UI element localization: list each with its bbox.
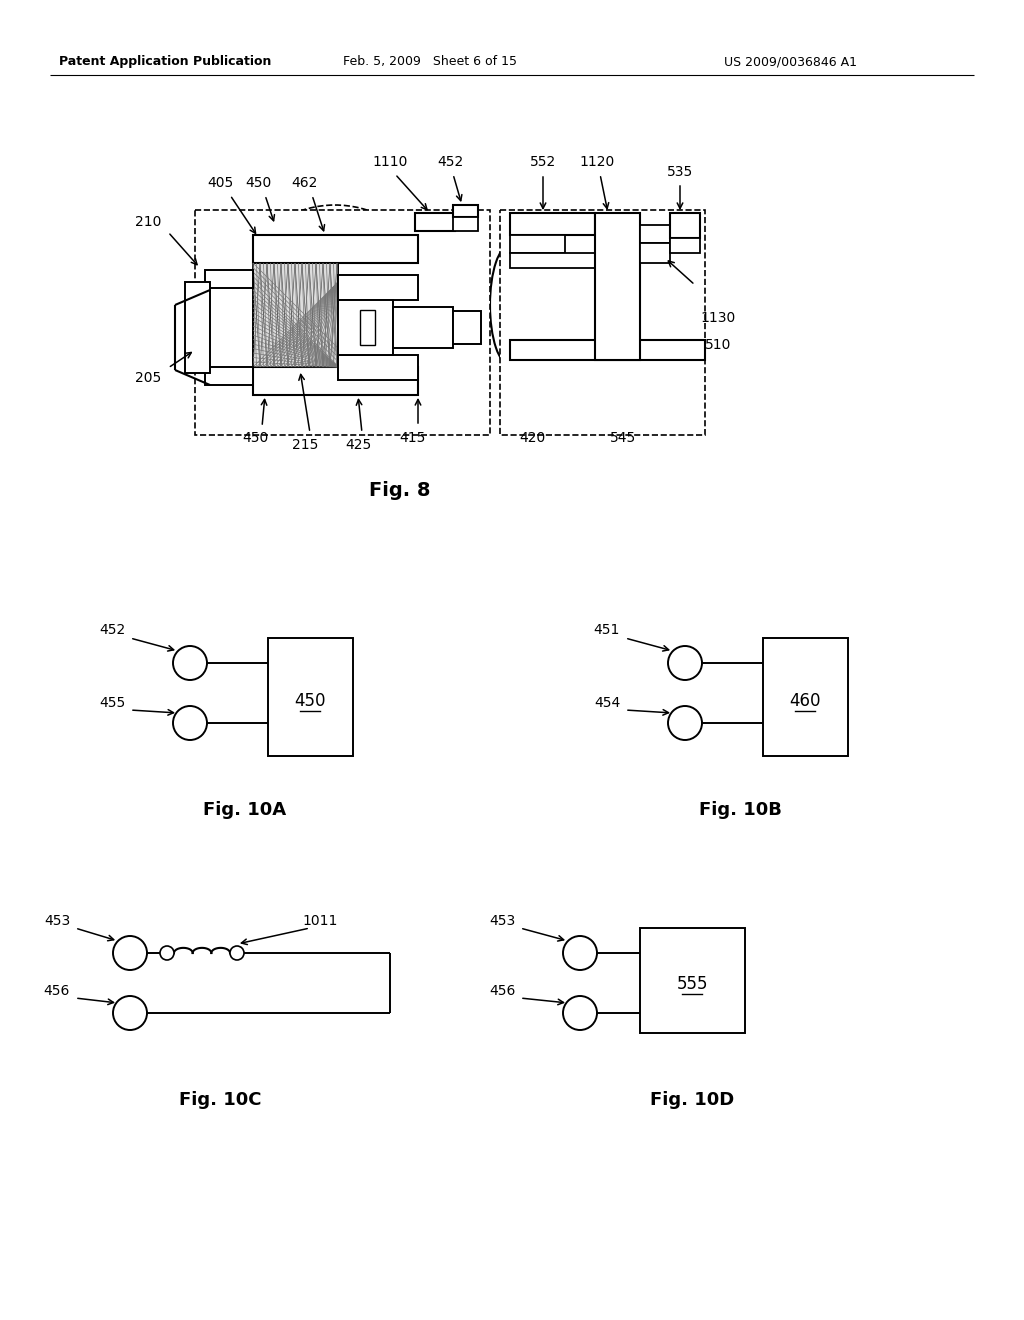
Text: 510: 510: [705, 338, 731, 352]
Circle shape: [173, 645, 207, 680]
Text: 535: 535: [667, 165, 693, 180]
Circle shape: [160, 946, 174, 960]
Bar: [763, 638, 848, 756]
Text: 456: 456: [44, 983, 71, 998]
Circle shape: [173, 706, 207, 741]
Text: 545: 545: [610, 432, 636, 445]
Bar: [253, 367, 418, 395]
Bar: [640, 243, 670, 263]
Bar: [670, 238, 700, 253]
Text: 415: 415: [399, 432, 426, 445]
Text: 453: 453: [44, 913, 70, 928]
Text: 215: 215: [292, 438, 318, 451]
Bar: [453, 216, 478, 231]
Bar: [510, 341, 705, 360]
Text: 210: 210: [135, 215, 161, 228]
Text: 462: 462: [292, 176, 318, 190]
Text: 460: 460: [790, 692, 821, 710]
Bar: [253, 263, 338, 367]
Text: 1120: 1120: [580, 154, 614, 169]
Bar: [195, 210, 490, 436]
Bar: [640, 928, 745, 1034]
Bar: [360, 310, 375, 345]
Bar: [453, 312, 481, 345]
Circle shape: [113, 936, 147, 970]
Bar: [510, 235, 565, 253]
Text: 555: 555: [676, 975, 708, 993]
Bar: [670, 213, 700, 238]
Text: 451: 451: [594, 623, 621, 638]
Text: 1130: 1130: [700, 312, 735, 325]
Text: 450: 450: [242, 432, 268, 445]
Text: 552: 552: [529, 154, 556, 169]
Text: 420: 420: [519, 432, 545, 445]
Text: 205: 205: [135, 371, 161, 385]
Circle shape: [113, 997, 147, 1030]
Bar: [338, 355, 418, 380]
Text: Fig. 8: Fig. 8: [370, 480, 431, 499]
Bar: [453, 205, 478, 216]
Circle shape: [563, 997, 597, 1030]
Bar: [510, 213, 595, 235]
Text: Fig. 10D: Fig. 10D: [650, 1092, 734, 1109]
Bar: [205, 367, 253, 385]
Text: 450: 450: [245, 176, 271, 190]
Circle shape: [668, 645, 702, 680]
Text: Fig. 10B: Fig. 10B: [698, 801, 781, 818]
Text: Patent Application Publication: Patent Application Publication: [58, 55, 271, 69]
Bar: [253, 235, 418, 263]
Text: Fig. 10A: Fig. 10A: [204, 801, 287, 818]
Text: 425: 425: [345, 438, 371, 451]
Bar: [595, 213, 640, 360]
Text: 455: 455: [99, 696, 125, 710]
Bar: [510, 253, 595, 268]
Bar: [415, 213, 455, 231]
Bar: [268, 638, 353, 756]
Text: 453: 453: [488, 913, 515, 928]
Bar: [338, 300, 393, 355]
Bar: [185, 282, 210, 374]
Text: 1011: 1011: [302, 913, 338, 928]
Text: 454: 454: [594, 696, 621, 710]
Bar: [393, 308, 453, 348]
Circle shape: [668, 706, 702, 741]
Bar: [500, 210, 705, 436]
Text: US 2009/0036846 A1: US 2009/0036846 A1: [724, 55, 856, 69]
Text: 1110: 1110: [373, 154, 408, 169]
Text: 452: 452: [99, 623, 125, 638]
Text: Fig. 10C: Fig. 10C: [179, 1092, 261, 1109]
Text: 405: 405: [207, 176, 233, 190]
Text: 452: 452: [437, 154, 463, 169]
Text: Feb. 5, 2009   Sheet 6 of 15: Feb. 5, 2009 Sheet 6 of 15: [343, 55, 517, 69]
Text: 450: 450: [294, 692, 326, 710]
Bar: [338, 275, 418, 300]
Text: 456: 456: [488, 983, 515, 998]
Circle shape: [563, 936, 597, 970]
Bar: [640, 224, 670, 243]
Circle shape: [230, 946, 244, 960]
Bar: [205, 271, 253, 288]
